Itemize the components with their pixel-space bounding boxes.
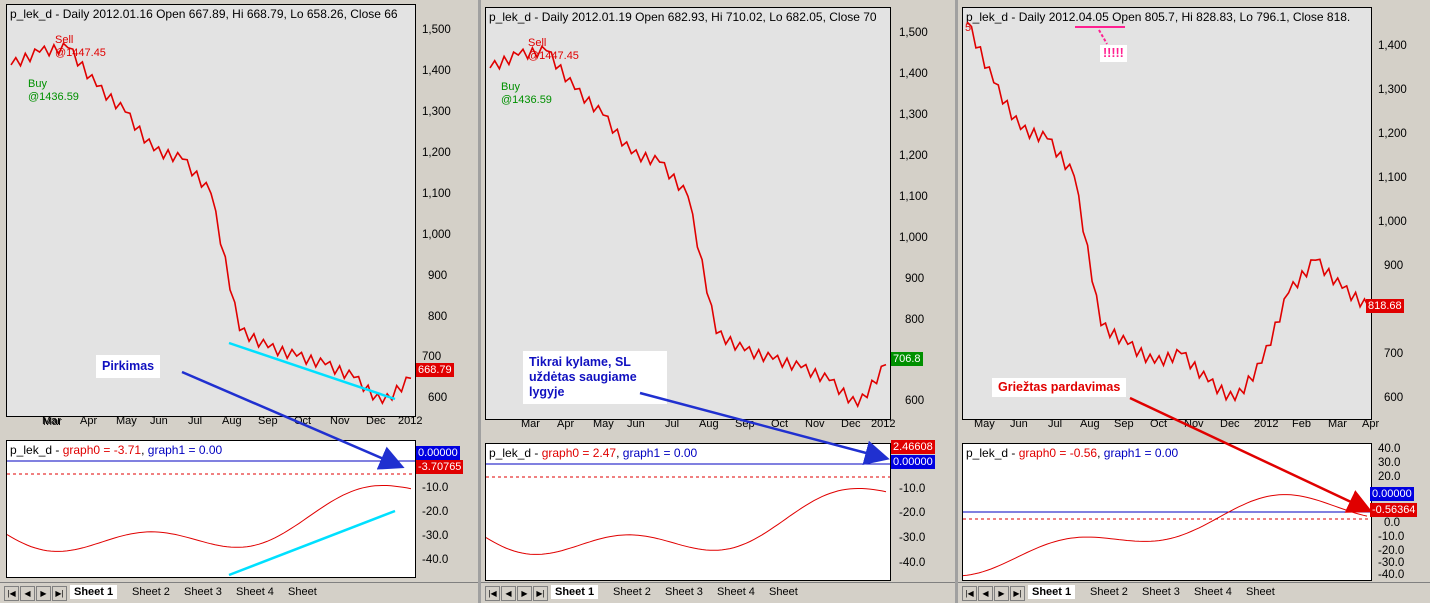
oscillator-plot[interactable]: p_lek_d - graph0 = 2.47, graph1 = 0.00 [485, 443, 891, 581]
x-tick: Mar [43, 416, 62, 428]
panel-separator[interactable] [478, 0, 481, 603]
price-plot[interactable]: p_lek_d - Daily 2012.01.16 Open 667.89, … [6, 4, 416, 428]
corner-label: 5 [965, 22, 972, 34]
first-tab-button[interactable]: |◀ [485, 586, 500, 601]
last-price-box: 818.68 [1366, 299, 1404, 313]
next-tab-button[interactable]: ▶ [36, 586, 51, 601]
last-price-box: 668.79 [416, 363, 454, 377]
last-price-box: 706.8 [891, 352, 923, 366]
price-plot[interactable]: p_lek_d - Daily 2012.04.05 Open 805.7, H… [962, 7, 1372, 420]
tab-sheet-4[interactable]: Sheet 4 [236, 586, 274, 598]
tab-sheet-2[interactable]: Sheet 2 [1090, 586, 1128, 598]
osc-box-red: -0.56364 [1370, 503, 1418, 517]
last-tab-button[interactable]: ▶| [533, 586, 548, 601]
chart-title: p_lek_d - Daily 2012.04.05 Open 805.7, H… [966, 10, 1351, 24]
annotation-note: Tikrai kylame, SL uždėtas saugiame lygyje [523, 351, 667, 404]
price-chart [10, 42, 412, 405]
chart-panel-3: p_lek_d - Daily 2012.04.05 Open 805.7, H… [958, 0, 1430, 603]
tab-sheet-3[interactable]: Sheet 3 [184, 586, 222, 598]
oscillator-chart [7, 460, 415, 577]
y-axis: 1,500 1,400 1,300 1,200 1,100 1,000 900 … [891, 27, 928, 407]
first-tab-button[interactable]: |◀ [962, 586, 977, 601]
x-axis: Mar Apr May Jun Jul Aug Sep Oct Nov Dec … [521, 418, 896, 430]
osc-y-axis: 2.46608 0.00000 -10.0 -20.0 -30.0 -40.0 [891, 440, 935, 569]
next-tab-button[interactable]: ▶ [517, 586, 532, 601]
osc-box-red: 2.46608 [891, 440, 935, 454]
chart-title: p_lek_d - Daily 2012.01.16 Open 667.89, … [10, 7, 398, 21]
first-tab-button[interactable]: |◀ [4, 586, 19, 601]
price-chart [966, 21, 1370, 403]
tab-sheet-4[interactable]: Sheet 4 [717, 586, 755, 598]
panel-separator[interactable] [955, 0, 958, 603]
tab-sheet-5[interactable]: Sheet [1246, 586, 1275, 598]
prev-tab-button[interactable]: ◀ [978, 586, 993, 601]
exclaim-label: !!!!! [1100, 45, 1127, 62]
x-axis: Mar Apr May Jun Jul Aug Sep Oct Nov Dec … [42, 415, 423, 427]
next-tab-button[interactable]: ▶ [994, 586, 1009, 601]
signal-buy: Buy @1436.59 [28, 78, 79, 103]
osc-y-axis: 0.00000 -3.70765 -10.0 -20.0 -30.0 -40.0 [416, 446, 464, 566]
annotation-note: Griežtas pardavimas [992, 378, 1127, 397]
chart-panel-2: p_lek_d - Daily 2012.01.19 Open 682.93, … [481, 0, 955, 603]
tab-sheet-5[interactable]: Sheet [769, 586, 798, 598]
y-axis: 1,500 1,400 1,300 1,200 1,100 1,000 900 … [416, 24, 454, 404]
oscillator-chart [486, 463, 890, 555]
tab-sheet-2[interactable]: Sheet 2 [132, 586, 170, 598]
osc-box-blue: 0.00000 [891, 455, 935, 469]
last-tab-button[interactable]: ▶| [1010, 586, 1025, 601]
y-axis: 1,400 1,300 1,200 1,100 1,000 900 800 70… [1366, 40, 1407, 404]
annotation-note: Pirkimas [96, 355, 161, 378]
sheet-tabs: |◀ ◀ ▶ ▶| Sheet 1 Sheet 2 Sheet 3 Sheet … [481, 582, 955, 603]
tab-sheet-3[interactable]: Sheet 3 [1142, 586, 1180, 598]
tab-sheet-2[interactable]: Sheet 2 [613, 586, 651, 598]
osc-box-blue: 0.00000 [416, 446, 460, 460]
signal-buy: Buy @1436.59 [501, 81, 552, 106]
x-axis: May Jun Jul Aug Sep Oct Nov Dec 2012 Feb… [974, 418, 1380, 430]
signal-sell: Sell @1447.45 [55, 34, 106, 59]
tab-sheet-4[interactable]: Sheet 4 [1194, 586, 1232, 598]
tab-sheet-5[interactable]: Sheet [288, 586, 317, 598]
tab-sheet-1[interactable]: Sheet 1 [1028, 585, 1076, 599]
signal-sell: Sell @1447.45 [528, 37, 579, 62]
tab-sheet-1[interactable]: Sheet 1 [70, 585, 118, 599]
oscillator-chart [963, 494, 1371, 577]
oscillator-plot[interactable]: p_lek_d - graph0 = -0.56, graph1 = 0.00 [962, 443, 1372, 581]
osc-y-axis: 40.0 30.0 20.0 0.00000 -0.56364 0.0 -10.… [1370, 443, 1418, 581]
chart-panel-1: p_lek_d - Daily 2012.01.16 Open 667.89, … [0, 0, 478, 603]
chart-title: p_lek_d - Daily 2012.01.19 Open 682.93, … [489, 10, 877, 24]
tab-sheet-3[interactable]: Sheet 3 [665, 586, 703, 598]
osc-box-red: -3.70765 [416, 460, 464, 474]
trendline [228, 341, 396, 401]
tab-sheet-1[interactable]: Sheet 1 [551, 585, 599, 599]
price-chart [489, 45, 887, 409]
osc-box-blue: 0.00000 [1370, 487, 1414, 501]
sheet-tabs: |◀ ◀ ▶ ▶| Sheet 1 Sheet 2 Sheet 3 Sheet … [958, 582, 1430, 603]
oscillator-plot[interactable]: p_lek_d - graph0 = -3.71, graph1 = 0.00 [6, 440, 416, 578]
sheet-tabs: |◀ ◀ ▶ ▶| Sheet 1 Sheet 2 Sheet 3 Sheet … [0, 582, 478, 603]
prev-tab-button[interactable]: ◀ [501, 586, 516, 601]
prev-tab-button[interactable]: ◀ [20, 586, 35, 601]
last-tab-button[interactable]: ▶| [52, 586, 67, 601]
